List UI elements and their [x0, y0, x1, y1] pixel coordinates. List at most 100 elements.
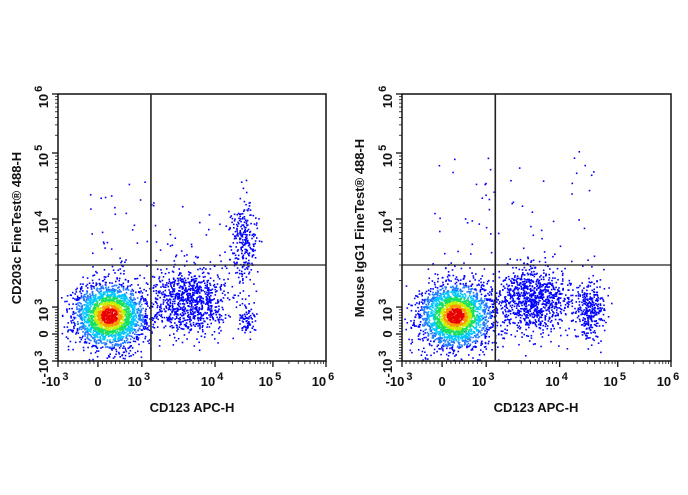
event-dot [153, 324, 155, 326]
event-dot [504, 329, 506, 331]
event-dot [139, 334, 141, 336]
event-dot [234, 236, 236, 238]
event-dot [130, 345, 132, 347]
event-dot [129, 356, 131, 358]
event-dot [209, 308, 211, 310]
event-dot [147, 315, 149, 317]
event-dot [219, 224, 221, 226]
event-dot [521, 305, 523, 307]
event-dot [123, 273, 125, 275]
event-dot [144, 181, 146, 183]
event-dot [139, 287, 141, 289]
event-dot [163, 291, 165, 293]
event-dot [206, 234, 208, 236]
event-dot [182, 206, 184, 208]
event-dot [103, 288, 105, 290]
event-dot [500, 294, 502, 296]
event-dot [536, 289, 538, 291]
event-dot [587, 259, 589, 261]
event-dot [123, 326, 125, 328]
event-dot [241, 224, 243, 226]
event-dot [222, 319, 224, 321]
event-dot [141, 304, 143, 306]
event-dot [199, 328, 201, 330]
event-dot [513, 279, 515, 281]
event-dot [159, 290, 161, 292]
event-dot [505, 303, 507, 305]
event-dot [531, 313, 533, 315]
event-dot [205, 285, 207, 287]
event-dot [140, 290, 142, 292]
event-dot [531, 279, 533, 281]
event-dot [204, 276, 206, 278]
event-dot [145, 328, 147, 330]
event-dot [588, 316, 590, 318]
event-dot [239, 242, 241, 244]
event-dot [543, 300, 545, 302]
event-dot [192, 302, 194, 304]
event-dot [237, 242, 239, 244]
event-dot [138, 325, 140, 327]
event-dot [200, 296, 202, 298]
event-dot [540, 323, 542, 325]
event-dot [175, 296, 177, 298]
event-dot [199, 288, 201, 290]
event-dot [122, 347, 124, 349]
event-dot [545, 273, 547, 275]
event-dot [219, 322, 221, 324]
event-dot [244, 239, 246, 241]
event-dot [241, 253, 243, 255]
event-dot [571, 312, 573, 314]
event-dot [138, 303, 140, 305]
event-dot [90, 306, 92, 308]
event-dot [146, 317, 148, 319]
event-dot [248, 255, 250, 257]
event-dot [611, 303, 613, 305]
event-dot [129, 301, 131, 303]
event-dot [108, 295, 110, 297]
event-dot [113, 347, 115, 349]
event-dot [183, 328, 185, 330]
event-dot [92, 266, 94, 268]
event-dot [552, 314, 554, 316]
event-dot [138, 318, 140, 320]
event-dot [145, 336, 147, 338]
event-dot [518, 344, 520, 346]
event-dot [95, 352, 97, 354]
event-dot [529, 273, 531, 275]
event-dot [116, 278, 118, 280]
event-dot [245, 299, 247, 301]
event-dot [183, 314, 185, 316]
event-dot [500, 325, 502, 327]
event-dot [242, 314, 244, 316]
event-dot [586, 290, 588, 292]
event-dot [531, 307, 533, 309]
event-dot [87, 298, 89, 300]
event-dot [126, 351, 128, 353]
event-dot [134, 299, 136, 301]
event-dot [185, 324, 187, 326]
event-dot [246, 192, 248, 194]
event-dot [121, 286, 123, 288]
event-dot [72, 292, 74, 294]
event-dot [64, 301, 66, 303]
event-dot [193, 324, 195, 326]
event-dot [163, 303, 165, 305]
event-dot [112, 266, 114, 268]
event-dot [90, 295, 92, 297]
event-dot [567, 335, 569, 337]
event-dot [186, 338, 188, 340]
y-tick-label: 0 [36, 330, 51, 337]
event-dot [156, 260, 158, 262]
event-dot [544, 251, 546, 253]
event-dot [130, 325, 132, 327]
event-dot [231, 215, 233, 217]
event-dot [248, 266, 250, 268]
event-dot [165, 286, 167, 288]
event-dot [109, 353, 111, 355]
event-dot [514, 288, 516, 290]
event-dot [529, 295, 531, 297]
event-dot [153, 304, 155, 306]
event-dot [216, 317, 218, 319]
event-dot [546, 305, 548, 307]
